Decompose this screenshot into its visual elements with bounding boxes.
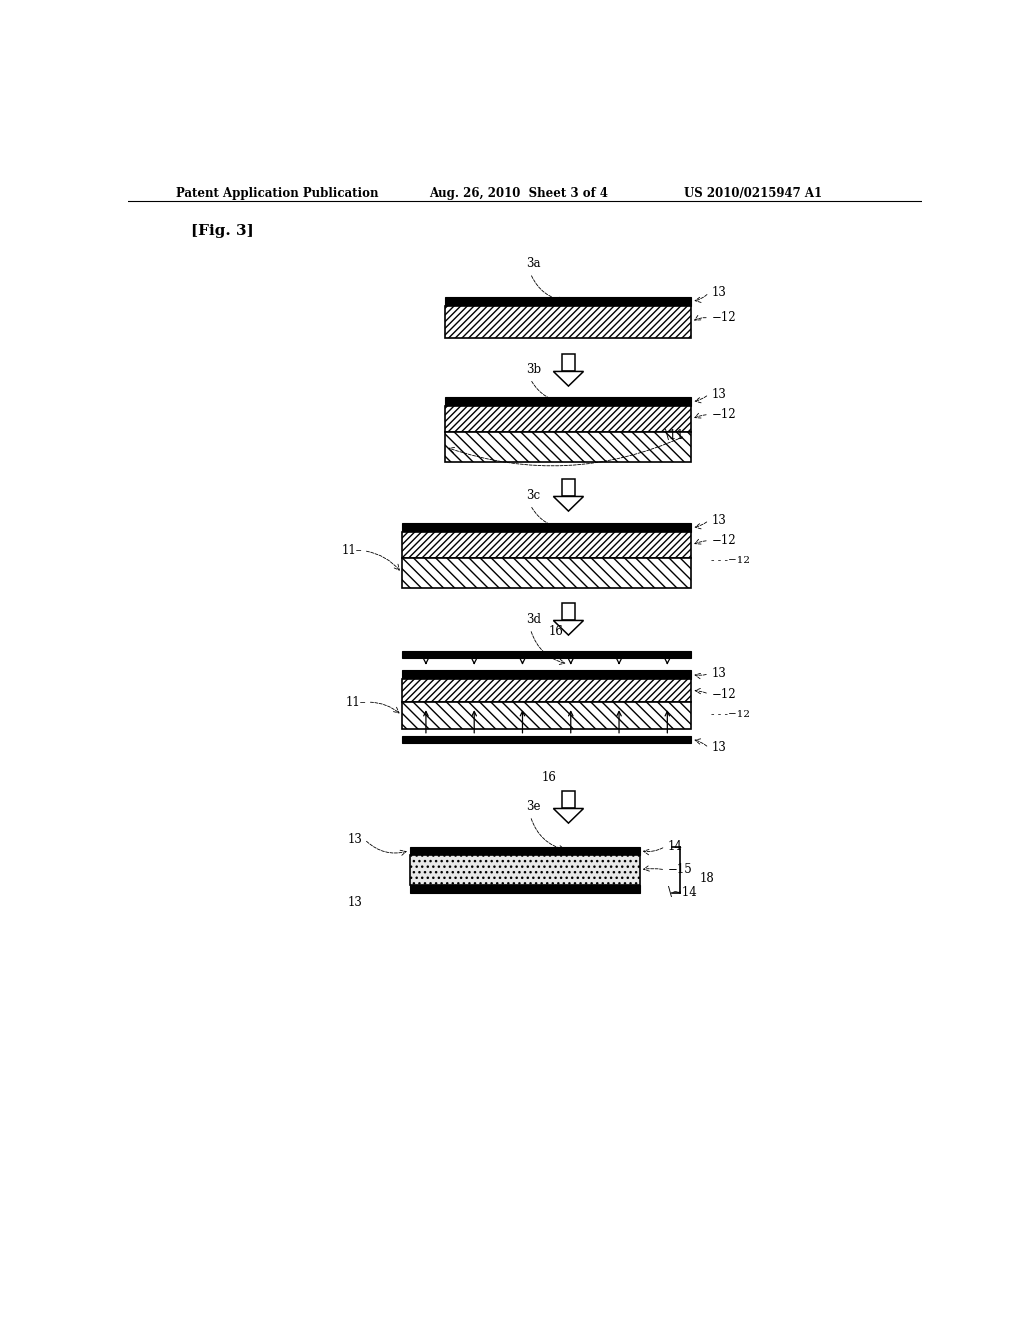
Text: [Fig. 3]: [Fig. 3] bbox=[191, 224, 254, 239]
Bar bbox=[410, 854, 640, 886]
Text: \~14: \~14 bbox=[668, 886, 696, 899]
Bar bbox=[445, 297, 691, 306]
Text: - - -−12: - - -−12 bbox=[712, 710, 751, 719]
Text: US 2010/0215947 A1: US 2010/0215947 A1 bbox=[684, 187, 821, 199]
Bar bbox=[410, 846, 640, 854]
Bar bbox=[561, 354, 575, 371]
Text: 13: 13 bbox=[347, 896, 362, 909]
Polygon shape bbox=[553, 496, 584, 511]
Text: 13: 13 bbox=[712, 742, 726, 755]
Bar bbox=[401, 669, 691, 678]
Bar bbox=[401, 651, 691, 659]
Bar bbox=[410, 886, 640, 894]
Text: −12: −12 bbox=[712, 688, 736, 701]
Text: 11–: 11– bbox=[345, 696, 367, 709]
Text: 3d: 3d bbox=[526, 612, 542, 626]
Text: Aug. 26, 2010  Sheet 3 of 4: Aug. 26, 2010 Sheet 3 of 4 bbox=[430, 187, 608, 199]
Text: 11–: 11– bbox=[341, 544, 362, 557]
Text: 18: 18 bbox=[699, 871, 714, 884]
Text: - - -−12: - - -−12 bbox=[712, 557, 751, 565]
Bar bbox=[401, 558, 691, 589]
Bar bbox=[401, 735, 691, 743]
Text: Patent Application Publication: Patent Application Publication bbox=[176, 187, 378, 199]
Bar bbox=[445, 397, 691, 407]
Text: 13: 13 bbox=[347, 833, 362, 846]
Text: 13: 13 bbox=[712, 513, 726, 527]
Text: 3b: 3b bbox=[526, 363, 542, 376]
Bar bbox=[401, 532, 691, 558]
Bar bbox=[561, 479, 575, 496]
Bar bbox=[445, 407, 691, 432]
Polygon shape bbox=[553, 808, 584, 824]
Text: 3c: 3c bbox=[526, 488, 541, 502]
Text: −15: −15 bbox=[668, 863, 692, 876]
Text: −12: −12 bbox=[712, 312, 736, 325]
Text: 13: 13 bbox=[712, 388, 726, 401]
Text: −12: −12 bbox=[712, 408, 736, 421]
Polygon shape bbox=[553, 620, 584, 635]
Text: 3e: 3e bbox=[526, 800, 541, 813]
Text: 14: 14 bbox=[668, 840, 683, 853]
Bar bbox=[561, 602, 575, 620]
Text: 16: 16 bbox=[549, 626, 564, 638]
Bar bbox=[401, 523, 691, 532]
Text: \11: \11 bbox=[665, 429, 684, 442]
Bar bbox=[401, 678, 691, 702]
Text: 13: 13 bbox=[712, 667, 726, 680]
Bar bbox=[401, 702, 691, 729]
Bar bbox=[561, 791, 575, 808]
Text: 16: 16 bbox=[541, 771, 556, 784]
Text: 3a: 3a bbox=[526, 257, 541, 271]
Bar bbox=[445, 306, 691, 338]
Text: 13: 13 bbox=[712, 286, 726, 300]
Bar bbox=[445, 432, 691, 462]
Polygon shape bbox=[553, 371, 584, 385]
Text: −12: −12 bbox=[712, 535, 736, 546]
